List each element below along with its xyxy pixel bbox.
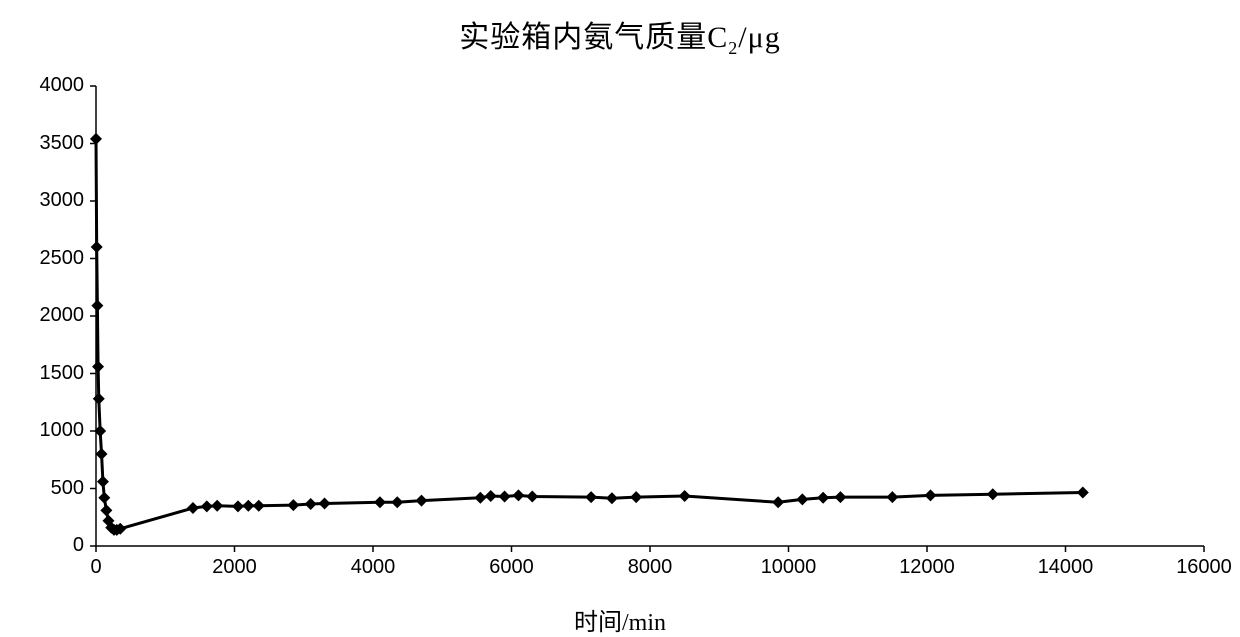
xtick-label: 4000 — [351, 556, 396, 579]
ytick-label: 1500 — [0, 362, 84, 385]
xtick-label: 12000 — [899, 556, 955, 579]
ytick-label: 500 — [0, 477, 84, 500]
xtick-label: 16000 — [1176, 556, 1232, 579]
chart-container: 实验箱内氨气质量C2/μg 时间/min 0500100015002000250… — [0, 0, 1240, 636]
ytick-label: 2500 — [0, 247, 84, 270]
xtick-label: 6000 — [489, 556, 534, 579]
xtick-label: 10000 — [761, 556, 817, 579]
ytick-label: 3000 — [0, 189, 84, 212]
ytick-label: 1000 — [0, 419, 84, 442]
xtick-label: 14000 — [1038, 556, 1094, 579]
ytick-label: 3500 — [0, 132, 84, 155]
xtick-label: 0 — [90, 556, 101, 579]
ytick-label: 4000 — [0, 74, 84, 97]
xtick-label: 2000 — [212, 556, 257, 579]
chart-plot — [0, 0, 1240, 636]
xtick-label: 8000 — [628, 556, 673, 579]
ytick-label: 2000 — [0, 304, 84, 327]
ytick-label: 0 — [0, 534, 84, 557]
